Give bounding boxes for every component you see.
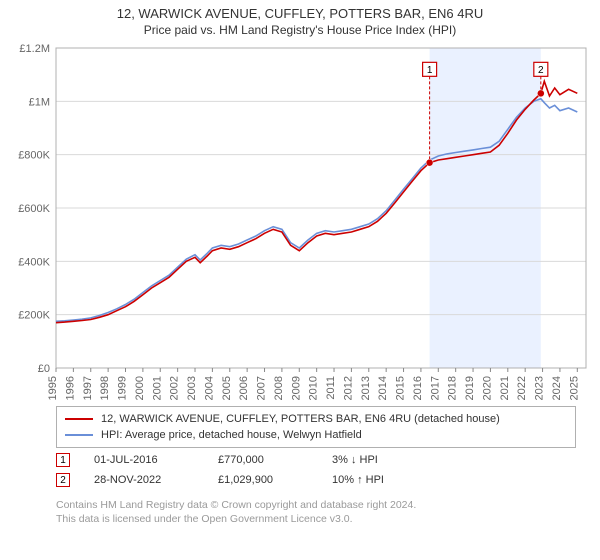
y-tick-label: £600K [18, 203, 50, 215]
legend-row: HPI: Average price, detached house, Welw… [65, 427, 567, 443]
transaction-row-marker: 1 [56, 453, 70, 467]
x-tick-label: 2024 [551, 376, 563, 400]
transaction-row: 2 28-NOV-2022 £1,029,900 10% ↑ HPI [56, 470, 576, 490]
x-tick-label: 2012 [342, 376, 354, 400]
x-tick-label: 2013 [360, 376, 372, 400]
transaction-date: 28-NOV-2022 [94, 474, 194, 486]
x-tick-label: 1998 [99, 376, 111, 400]
x-tick-label: 2005 [221, 376, 233, 400]
x-tick-label: 2017 [429, 376, 441, 400]
x-tick-label: 2010 [308, 376, 320, 400]
legend: 12, WARWICK AVENUE, CUFFLEY, POTTERS BAR… [56, 406, 576, 448]
transaction-row: 1 01-JUL-2016 £770,000 3% ↓ HPI [56, 450, 576, 470]
x-tick-label: 2014 [377, 376, 389, 400]
footer-line-1: Contains HM Land Registry data © Crown c… [56, 498, 576, 512]
x-tick-label: 2018 [447, 376, 459, 400]
chart-container: 12, WARWICK AVENUE, CUFFLEY, POTTERS BAR… [0, 0, 600, 560]
y-tick-label: £1M [29, 96, 50, 108]
x-tick-label: 2000 [134, 376, 146, 400]
x-tick-label: 2003 [186, 376, 198, 400]
transaction-change: 3% ↓ HPI [332, 454, 422, 466]
transactions-table: 1 01-JUL-2016 £770,000 3% ↓ HPI 2 28-NOV-2022… [56, 450, 576, 490]
legend-label: HPI: Average price, detached house, Welw… [101, 429, 362, 441]
chart-subtitle: Price paid vs. HM Land Registry's House … [0, 23, 600, 37]
transaction-row-marker: 2 [56, 473, 70, 487]
transaction-dot [537, 90, 544, 97]
y-tick-label: £800K [18, 150, 50, 162]
chart-title: 12, WARWICK AVENUE, CUFFLEY, POTTERS BAR… [0, 6, 600, 21]
x-tick-label: 1999 [117, 376, 129, 400]
legend-label: 12, WARWICK AVENUE, CUFFLEY, POTTERS BAR… [101, 413, 500, 425]
x-tick-label: 2007 [256, 376, 268, 400]
x-tick-label: 2004 [203, 376, 215, 400]
transaction-dot [426, 159, 433, 166]
legend-swatch [65, 418, 93, 420]
x-tick-label: 2008 [273, 376, 285, 400]
x-tick-label: 2022 [516, 376, 528, 400]
x-tick-label: 2021 [499, 376, 511, 400]
y-tick-label: £400K [18, 256, 50, 268]
transaction-marker-label: 2 [538, 65, 544, 76]
x-tick-label: 1997 [82, 376, 94, 400]
x-tick-label: 2006 [238, 376, 250, 400]
y-tick-label: £0 [38, 363, 50, 375]
transaction-price: £1,029,900 [218, 474, 308, 486]
y-tick-label: £200K [18, 310, 50, 322]
x-tick-label: 2015 [395, 376, 407, 400]
y-tick-label: £1.2M [19, 44, 50, 55]
x-tick-label: 2019 [464, 376, 476, 400]
footer-attribution: Contains HM Land Registry data © Crown c… [56, 498, 576, 526]
x-tick-label: 2002 [169, 376, 181, 400]
transaction-marker-label: 1 [427, 65, 433, 76]
x-tick-label: 1995 [47, 376, 59, 400]
x-tick-label: 2025 [568, 376, 580, 400]
legend-row: 12, WARWICK AVENUE, CUFFLEY, POTTERS BAR… [65, 411, 567, 427]
x-tick-label: 1996 [64, 376, 76, 400]
x-tick-label: 2016 [412, 376, 424, 400]
transaction-date: 01-JUL-2016 [94, 454, 194, 466]
x-tick-label: 2020 [481, 376, 493, 400]
chart-area: £0 £200K £400K £600K £800K £1M £1.2M 1995 1996 19… [8, 44, 592, 400]
transaction-price: £770,000 [218, 454, 308, 466]
chart-svg: £0 £200K £400K £600K £800K £1M £1.2M 1995 1996 19… [8, 44, 592, 400]
x-tick-label: 2009 [290, 376, 302, 400]
legend-swatch [65, 434, 93, 436]
titles: 12, WARWICK AVENUE, CUFFLEY, POTTERS BAR… [0, 0, 600, 37]
x-tick-label: 2001 [151, 376, 163, 400]
transaction-change: 10% ↑ HPI [332, 474, 422, 486]
x-tick-label: 2011 [325, 376, 337, 400]
x-tick-label: 2023 [534, 376, 546, 400]
footer-line-2: This data is licensed under the Open Gov… [56, 512, 576, 526]
